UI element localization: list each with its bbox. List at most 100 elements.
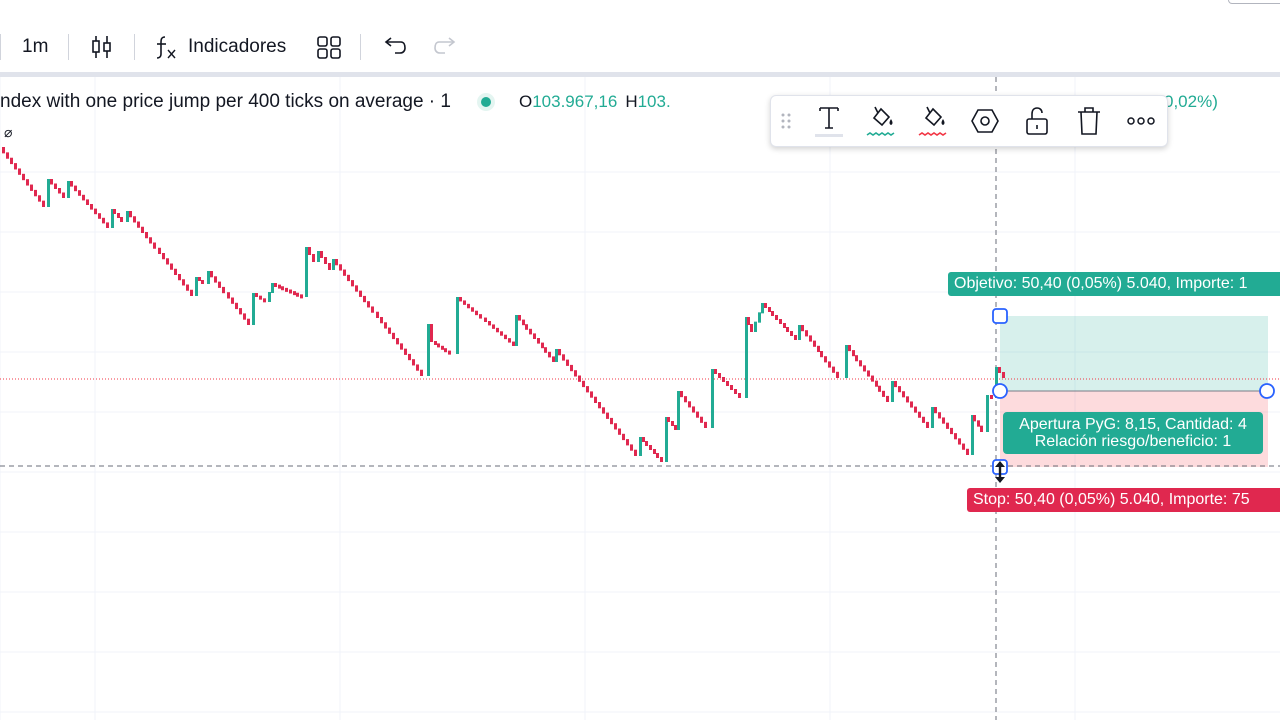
bar-down xyxy=(98,213,101,219)
bar-down xyxy=(875,380,878,387)
bar-down xyxy=(938,412,941,419)
layouts-button[interactable] xyxy=(316,26,342,68)
bar-up xyxy=(332,259,335,270)
indicators-button[interactable]: Indicadores xyxy=(154,26,286,68)
interval-button[interactable]: 1m xyxy=(22,26,48,68)
bar-down xyxy=(660,457,663,462)
bar-down xyxy=(570,364,573,372)
more-button[interactable] xyxy=(1121,101,1161,141)
bar-down xyxy=(496,327,499,333)
target-label[interactable]: Objetivo: 50,40 (0,05%) 5.040, Importe: … xyxy=(948,272,1280,296)
bar-down xyxy=(914,406,917,413)
risk-reward-text: Relación riesgo/beneficio: 1 xyxy=(1034,433,1232,450)
bar-down xyxy=(771,311,774,316)
stop-label[interactable]: Stop: 50,40 (0,05%) 5.040, Importe: 75 xyxy=(967,488,1280,512)
undo-button[interactable] xyxy=(381,26,407,68)
bar-down xyxy=(504,334,507,340)
bar-down xyxy=(14,163,17,170)
bar-down xyxy=(805,330,808,337)
bar-down xyxy=(6,152,9,159)
bar-down xyxy=(817,345,820,352)
bar-up xyxy=(639,437,642,456)
bar-down xyxy=(117,213,120,218)
window-corner xyxy=(1228,0,1280,4)
lock-icon xyxy=(1026,107,1048,135)
text-button[interactable] xyxy=(809,101,849,141)
chart-type-button[interactable] xyxy=(90,26,114,68)
layouts-icon xyxy=(317,36,341,59)
bar-down xyxy=(367,301,370,308)
bar-down xyxy=(726,381,729,386)
bar-down xyxy=(218,281,221,288)
bar-down xyxy=(141,226,144,233)
bar-down xyxy=(463,300,466,305)
bar-down xyxy=(384,322,387,329)
bar-down xyxy=(289,289,292,294)
bar-down xyxy=(54,183,57,189)
bar-down xyxy=(809,335,812,342)
profit-zone xyxy=(1000,316,1268,391)
bar-down xyxy=(813,340,816,347)
bar-down xyxy=(590,391,593,398)
redo-button[interactable] xyxy=(433,26,459,68)
toolbar-separator xyxy=(0,34,1,60)
bar-down xyxy=(239,308,242,315)
bar-down xyxy=(630,444,633,451)
bar-down xyxy=(824,356,827,363)
bar-down xyxy=(902,391,905,398)
bar-down xyxy=(235,302,238,310)
bar-down xyxy=(351,280,354,287)
bar-down xyxy=(859,360,862,367)
bar-down xyxy=(692,406,695,413)
drag-handle[interactable] xyxy=(773,101,799,141)
bar-down xyxy=(380,317,383,324)
loss-fill-button[interactable] xyxy=(913,101,953,141)
chart-grid xyxy=(0,77,1280,720)
bar-down xyxy=(836,371,839,378)
top-toolbar: 1m Indicadores xyxy=(0,0,1280,74)
bar-down xyxy=(954,433,957,440)
bar-down xyxy=(558,349,561,356)
bar-down xyxy=(820,351,823,358)
width-handle[interactable] xyxy=(1259,383,1275,399)
bar-down xyxy=(653,449,656,454)
bar-down xyxy=(247,318,250,325)
pnl-quantity-text: Apertura PyG: 8,15, Cantidad: 4 xyxy=(1019,416,1247,433)
bar-down xyxy=(255,293,258,297)
price-bars xyxy=(2,147,1005,462)
target-handle[interactable] xyxy=(992,308,1008,324)
bar-down xyxy=(828,361,831,368)
bar-down xyxy=(145,232,148,239)
entry-handle[interactable] xyxy=(992,383,1008,399)
bar-down xyxy=(714,369,717,374)
bar-up xyxy=(317,251,320,262)
delete-button[interactable] xyxy=(1069,101,1109,141)
bar-down xyxy=(738,393,741,398)
bar-up xyxy=(252,293,255,325)
trash-icon xyxy=(1078,107,1100,135)
bar-up xyxy=(971,415,974,455)
profit-fill-button[interactable] xyxy=(861,101,901,141)
bar-down xyxy=(934,407,937,414)
bar-down xyxy=(129,211,132,218)
open-label: O xyxy=(518,92,533,111)
bar-up xyxy=(665,417,668,462)
bar-down xyxy=(243,313,246,320)
bar-down xyxy=(34,189,37,197)
bar-down xyxy=(320,251,323,258)
symbol-title[interactable]: ndex with one price jump per 400 ticks o… xyxy=(0,91,451,112)
price-chart[interactable] xyxy=(0,77,1280,720)
bar-down xyxy=(74,185,77,192)
lock-button[interactable] xyxy=(1017,101,1057,141)
bar-up xyxy=(761,303,764,314)
settings-button[interactable] xyxy=(965,101,1005,141)
bar-down xyxy=(910,401,913,408)
bar-up xyxy=(677,391,680,430)
bar-down xyxy=(578,375,581,382)
bar-down xyxy=(178,274,181,281)
bar-up xyxy=(111,209,114,228)
bar-down xyxy=(656,453,659,458)
bar-up xyxy=(427,324,430,376)
bar-down xyxy=(594,396,597,403)
bar-down xyxy=(990,395,993,399)
